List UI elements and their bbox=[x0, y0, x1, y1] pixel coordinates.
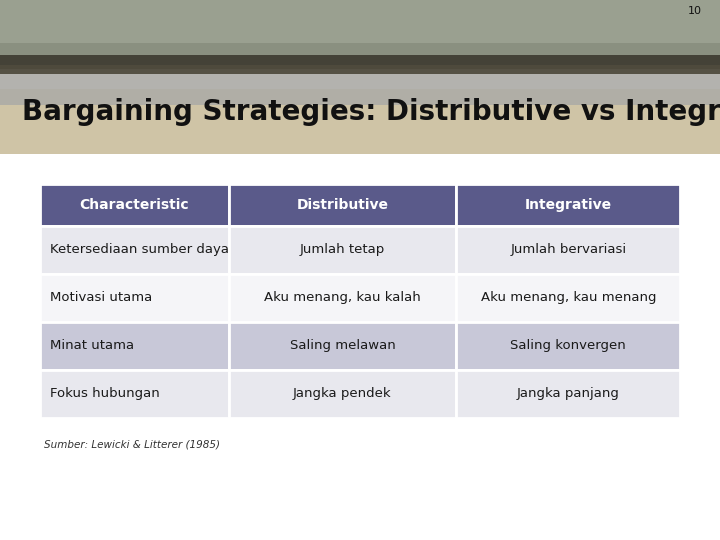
Text: Sumber: Lewicki & Litterer (1985): Sumber: Lewicki & Litterer (1985) bbox=[44, 440, 220, 450]
Bar bbox=[456, 370, 680, 418]
Text: Jumlah bervariasi: Jumlah bervariasi bbox=[510, 244, 626, 256]
Text: Saling konvergen: Saling konvergen bbox=[510, 340, 626, 353]
Bar bbox=[40, 184, 229, 226]
Bar bbox=[229, 184, 456, 226]
Text: Minat utama: Minat utama bbox=[50, 340, 134, 353]
Bar bbox=[229, 274, 456, 322]
Bar bbox=[229, 322, 456, 370]
Bar bbox=[0, 0, 720, 43]
Text: Fokus hubungan: Fokus hubungan bbox=[50, 387, 159, 400]
Text: Aku menang, kau menang: Aku menang, kau menang bbox=[480, 292, 656, 305]
Bar bbox=[40, 370, 229, 418]
Bar bbox=[40, 226, 229, 274]
Bar bbox=[0, 89, 720, 154]
Text: Jangka panjang: Jangka panjang bbox=[517, 387, 620, 400]
Text: Jangka pendek: Jangka pendek bbox=[293, 387, 392, 400]
Text: Motivasi utama: Motivasi utama bbox=[50, 292, 152, 305]
Text: Bargaining Strategies: Distributive vs Integrative: Bargaining Strategies: Distributive vs I… bbox=[22, 98, 720, 126]
Text: Distributive: Distributive bbox=[297, 198, 388, 212]
Bar bbox=[0, 0, 720, 69]
Text: Integrative: Integrative bbox=[525, 198, 612, 212]
Text: Jumlah tetap: Jumlah tetap bbox=[300, 244, 385, 256]
Bar bbox=[229, 370, 456, 418]
Text: Ketersediaan sumber daya: Ketersediaan sumber daya bbox=[50, 244, 229, 256]
Bar bbox=[40, 322, 229, 370]
Text: Characteristic: Characteristic bbox=[79, 198, 189, 212]
Bar bbox=[456, 184, 680, 226]
Bar bbox=[40, 274, 229, 322]
Text: Aku menang, kau kalah: Aku menang, kau kalah bbox=[264, 292, 420, 305]
Bar bbox=[456, 226, 680, 274]
Bar bbox=[456, 274, 680, 322]
Bar bbox=[0, 74, 720, 154]
Text: Saling melawan: Saling melawan bbox=[289, 340, 395, 353]
Bar bbox=[229, 226, 456, 274]
Bar bbox=[456, 322, 680, 370]
Bar bbox=[0, 56, 720, 105]
Bar bbox=[0, 65, 720, 89]
Text: 10: 10 bbox=[688, 6, 702, 16]
